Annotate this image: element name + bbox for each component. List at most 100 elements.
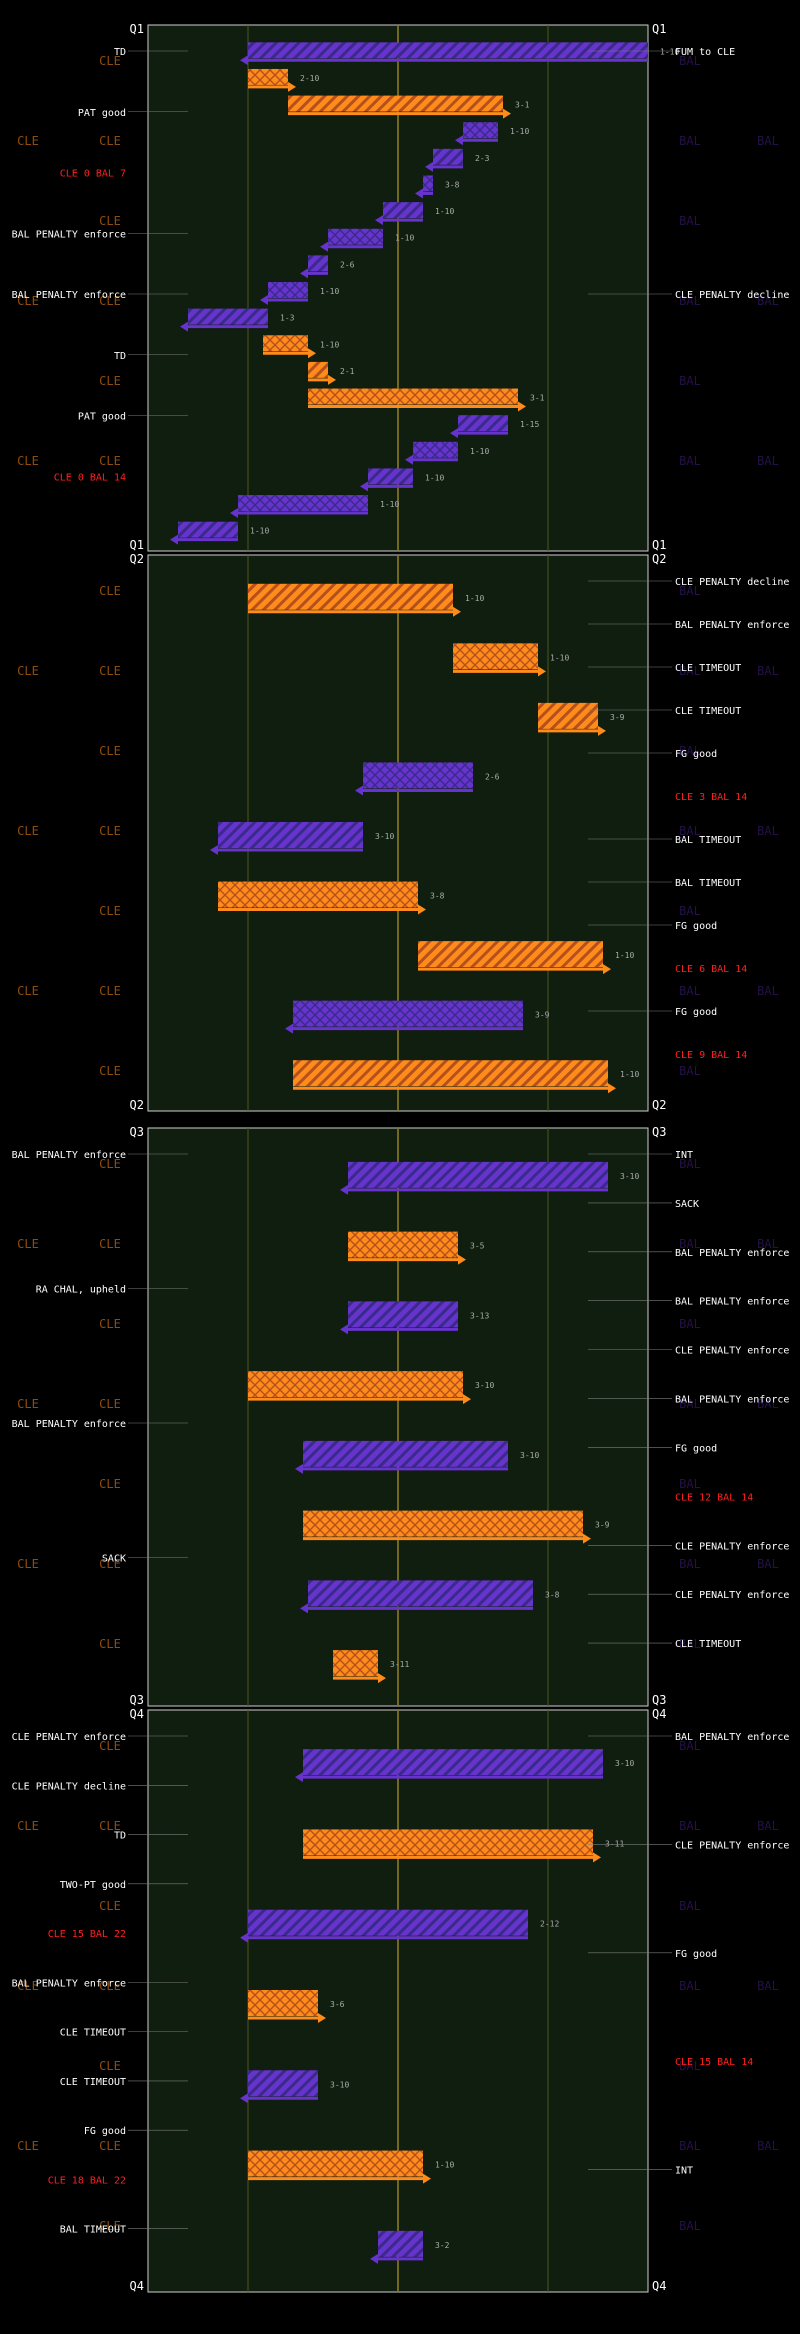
score-label: CLE 0 BAL 14 xyxy=(54,472,126,483)
annotation-label: BAL PENALTY enforce xyxy=(12,1150,126,1161)
annotation-label: CLE PENALTY decline xyxy=(675,290,789,301)
drive-bar xyxy=(368,468,413,485)
drive-bar xyxy=(188,308,268,325)
drive-arrow xyxy=(300,1603,308,1614)
annotation-label: FG good xyxy=(675,1007,717,1018)
drive-arrow xyxy=(603,964,611,975)
drive-arrow xyxy=(340,1184,348,1195)
down-label: 3-11 xyxy=(390,1660,409,1669)
team-label: BAL xyxy=(679,454,701,468)
annotation-label: PAT good xyxy=(78,108,126,119)
team-label: BAL xyxy=(757,824,779,838)
down-label: 1-10 xyxy=(550,653,569,662)
drive-arrow xyxy=(360,481,368,492)
drive-arrow xyxy=(318,2013,326,2023)
team-label: BAL xyxy=(679,214,701,228)
team-label: BAL xyxy=(679,1557,701,1571)
drive-arrow xyxy=(320,241,328,252)
annotation-label: TWO-PT good xyxy=(60,1880,126,1891)
annotation-label: BAL PENALTY enforce xyxy=(12,290,126,301)
annotation-label: CLE TIMEOUT xyxy=(60,2077,126,2088)
team-label: CLE xyxy=(99,214,121,228)
team-label: BAL xyxy=(757,1237,779,1251)
down-label: 1-10 xyxy=(435,207,454,216)
team-label: CLE xyxy=(99,744,121,758)
team-label: CLE xyxy=(17,1979,39,1993)
drive-arrow xyxy=(170,534,178,545)
team-label: BAL xyxy=(679,134,701,148)
quarter-label: Q3 xyxy=(130,1125,144,1139)
team-label: BAL xyxy=(757,2139,779,2153)
annotation-label: INT xyxy=(675,1150,693,1161)
team-label: CLE xyxy=(99,2139,121,2153)
team-label: CLE xyxy=(17,984,39,998)
team-label: BAL xyxy=(679,294,701,308)
drive-bar xyxy=(218,881,418,908)
team-label: CLE xyxy=(17,824,39,838)
drive-arrow xyxy=(405,454,413,465)
drive-bar xyxy=(248,1909,528,1936)
team-label: CLE xyxy=(17,664,39,678)
annotation-label: CLE PENALTY decline xyxy=(675,577,789,588)
drive-arrow xyxy=(598,725,606,736)
quarter-label: Q4 xyxy=(130,1707,144,1721)
team-label: BAL xyxy=(679,1637,701,1651)
team-label: BAL xyxy=(679,1819,701,1833)
drive-arrow xyxy=(295,1463,303,1474)
drive-arrow xyxy=(328,374,336,385)
team-label: BAL xyxy=(679,1477,701,1491)
down-label: 3-13 xyxy=(470,1311,489,1320)
drive-bar xyxy=(383,202,423,219)
drive-arrow xyxy=(378,1673,386,1684)
down-label: 3-8 xyxy=(445,180,460,189)
annotation-label: SACK xyxy=(675,1199,699,1210)
down-label: 3-10 xyxy=(520,1451,539,1460)
annotation-label: CLE PENALTY enforce xyxy=(675,1590,789,1601)
quarter-label: Q3 xyxy=(130,1693,144,1707)
quarter-label: Q2 xyxy=(130,1098,144,1112)
down-label: 1-3 xyxy=(280,314,295,323)
annotation-label: BAL TIMEOUT xyxy=(60,2225,126,2236)
team-label: CLE xyxy=(99,1477,121,1491)
down-label: 3-1 xyxy=(515,101,530,110)
score-label: CLE 15 BAL 14 xyxy=(675,2057,753,2068)
drive-bar xyxy=(303,1440,508,1467)
drive-arrow xyxy=(608,1083,616,1094)
annotation-label: FG good xyxy=(675,749,717,760)
team-label: CLE xyxy=(99,454,121,468)
team-label: CLE xyxy=(99,1157,121,1171)
quarter-label: Q2 xyxy=(652,1098,666,1112)
drive-bar xyxy=(378,2230,423,2257)
score-label: CLE 12 BAL 14 xyxy=(675,1492,753,1503)
team-label: BAL xyxy=(757,1819,779,1833)
drive-arrow xyxy=(593,1852,601,1863)
team-label: BAL xyxy=(679,984,701,998)
team-label: CLE xyxy=(99,1557,121,1571)
down-label: 1-10 xyxy=(510,127,529,136)
team-label: BAL xyxy=(757,454,779,468)
team-label: BAL xyxy=(679,1237,701,1251)
drive-arrow xyxy=(230,508,238,519)
down-label: 3-10 xyxy=(330,2080,349,2089)
quarter-label: Q1 xyxy=(652,538,666,552)
team-label: BAL xyxy=(679,2219,701,2233)
down-label: 3-9 xyxy=(610,713,625,722)
team-label: BAL xyxy=(679,584,701,598)
drive-bar xyxy=(308,361,328,378)
team-label: BAL xyxy=(679,824,701,838)
down-label: 1-10 xyxy=(470,447,489,456)
drive-arrow xyxy=(370,2253,378,2264)
team-label: BAL xyxy=(679,1739,701,1753)
team-label: BAL xyxy=(757,1557,779,1571)
annotation-label: TD xyxy=(114,47,126,58)
annotation-label: FG good xyxy=(675,1443,717,1454)
team-label: CLE xyxy=(99,664,121,678)
team-label: CLE xyxy=(99,2059,121,2073)
drive-arrow xyxy=(300,268,308,279)
drive-arrow xyxy=(240,2093,248,2104)
score-label: CLE 3 BAL 14 xyxy=(675,792,747,803)
quarter-label: Q1 xyxy=(652,22,666,36)
team-label: CLE xyxy=(99,1637,121,1651)
annotation-label: BAL PENALTY enforce xyxy=(675,620,789,631)
